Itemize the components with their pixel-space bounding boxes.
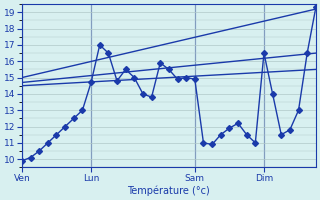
X-axis label: Température (°c): Température (°c) (127, 185, 210, 196)
